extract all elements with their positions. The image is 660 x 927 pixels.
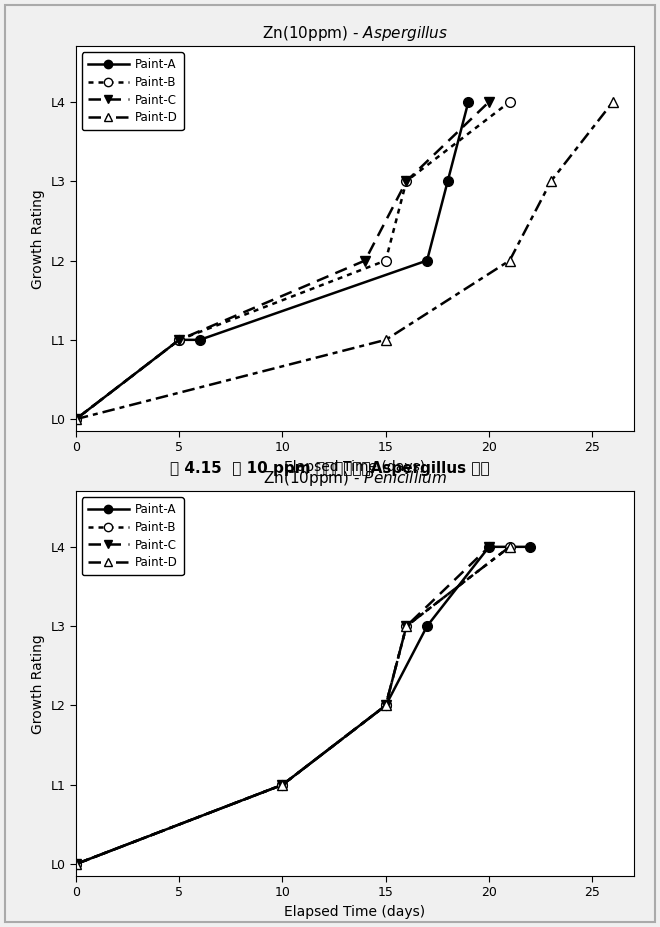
Title: Zn(10ppm) - $\mathit{Aspergillus}$: Zn(10ppm) - $\mathit{Aspergillus}$	[261, 24, 448, 43]
Text: 圖 4.15  含 10 ppm 奈米鲰涂料的Aspergillus 記錄: 圖 4.15 含 10 ppm 奈米鲰涂料的Aspergillus 記錄	[170, 461, 490, 476]
X-axis label: Elapsed Time (days): Elapsed Time (days)	[284, 460, 425, 474]
Y-axis label: Growth Rating: Growth Rating	[31, 189, 45, 288]
Legend: Paint-A, Paint-B, Paint-C, Paint-D: Paint-A, Paint-B, Paint-C, Paint-D	[82, 497, 183, 575]
Y-axis label: Growth Rating: Growth Rating	[31, 634, 45, 733]
Title: Zn(10ppm) - $\mathit{Penicillium}$: Zn(10ppm) - $\mathit{Penicillium}$	[263, 469, 447, 488]
Legend: Paint-A, Paint-B, Paint-C, Paint-D: Paint-A, Paint-B, Paint-C, Paint-D	[82, 52, 183, 130]
X-axis label: Elapsed Time (days): Elapsed Time (days)	[284, 905, 425, 919]
